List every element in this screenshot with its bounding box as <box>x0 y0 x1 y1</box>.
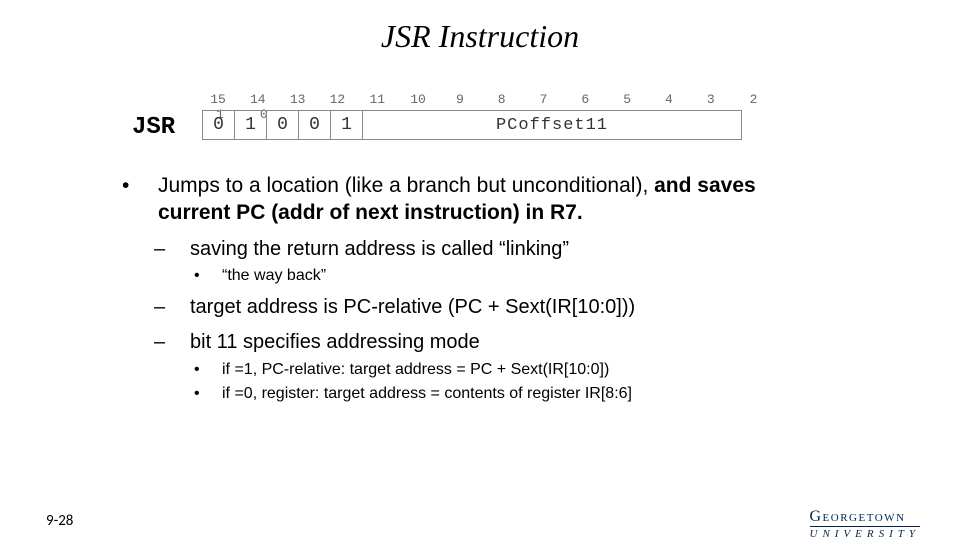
sub-sub-mode0: •if =0, register: target address = conte… <box>222 384 830 404</box>
bullet-main-lead: Jumps to a location (like a branch but u… <box>158 174 654 197</box>
sub-bullet-linking: –saving the return address is called “li… <box>190 237 830 263</box>
opcode-bit: 0 <box>202 110 234 140</box>
mode-bit: 1 <box>330 110 362 140</box>
sub-bullet-target: –target address is PC-relative (PC + Sex… <box>190 295 830 321</box>
offset-field: PCoffset11 <box>362 110 742 140</box>
slide-body: •Jumps to a location (like a branch but … <box>130 173 830 405</box>
opcode-bit: 0 <box>298 110 330 140</box>
opcode-bit: 0 <box>266 110 298 140</box>
mnemonic-label: JSR <box>132 114 175 141</box>
opcode-bit: 1 <box>234 110 266 140</box>
encoding-row: 0 1 0 0 1 PCoffset11 <box>202 110 742 140</box>
georgetown-logo: Georgetown UNIVERSITY <box>810 508 921 540</box>
logo-line1: Georgetown <box>810 508 921 526</box>
sub-bullet-bit11: –bit 11 specifies addressing mode <box>190 330 830 356</box>
sub-sub-wayback: •“the way back” <box>222 266 830 286</box>
sub-sub-mode1: •if =1, PC-relative: target address = PC… <box>222 360 830 380</box>
logo-line2: UNIVERSITY <box>810 526 921 540</box>
bullet-main: •Jumps to a location (like a branch but … <box>158 173 830 227</box>
page-number: 9-28 <box>46 512 73 530</box>
slide-title: JSR Instruction <box>0 18 960 55</box>
